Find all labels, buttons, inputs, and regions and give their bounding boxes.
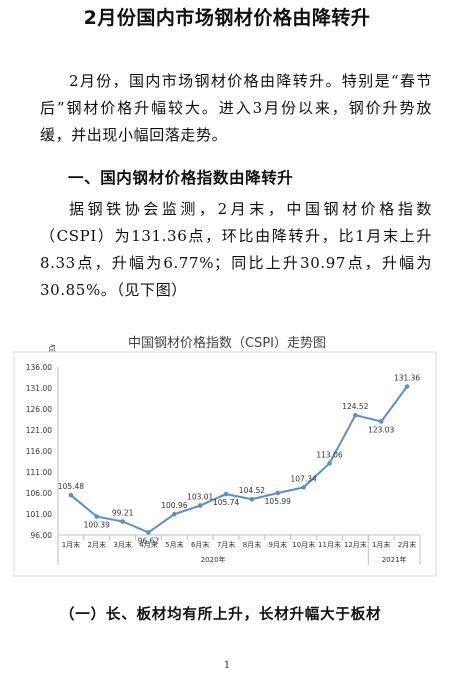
data-label: 123.03	[368, 425, 394, 434]
x-tick-label: 8月末	[243, 540, 261, 549]
y-tick-label: 106.00	[26, 489, 52, 498]
data-point	[172, 511, 177, 517]
cspi-line-chart: 96.00 101.00 106.00 111.00 116.00 121.00 126.0…	[13, 351, 437, 577]
data-point	[223, 491, 229, 497]
data-label: 100.39	[84, 521, 110, 530]
data-label: 131.36	[394, 373, 420, 382]
year-group-label: 2020年	[201, 555, 226, 564]
series-line	[70, 385, 408, 534]
index-paragraph: 据钢铁协会监测，2月末，中国钢材价格指数（CSPI）为131.36点，环比由降转…	[40, 200, 432, 299]
data-point	[275, 490, 281, 496]
y-tick-label: 121.00	[26, 426, 52, 435]
data-point	[120, 519, 125, 524]
data-label: 104.52	[239, 486, 265, 495]
x-tick-label: 11月末	[318, 540, 341, 549]
data-point	[68, 492, 74, 498]
x-tick-label: 9月末	[269, 540, 287, 549]
x-tick-label: 4月末	[139, 540, 157, 549]
document-title: 2月份国内市场钢材价格由降转升	[83, 7, 371, 29]
data-point	[94, 514, 100, 519]
data-point	[327, 461, 332, 466]
data-label: 100.96	[161, 501, 187, 510]
data-label: 105.99	[265, 497, 291, 506]
x-tick-label: 2月末	[88, 540, 106, 549]
year-group-label: 2021年	[382, 555, 407, 564]
data-point	[404, 384, 410, 389]
x-tick-label: 2月末	[398, 540, 416, 549]
data-label: 99.21	[112, 509, 134, 518]
data-point	[197, 503, 203, 508]
data-label: 124.52	[342, 402, 368, 411]
x-tick-label: 3月末	[113, 540, 131, 549]
y-tick-label: 116.00	[26, 447, 52, 456]
data-point	[378, 419, 384, 424]
data-point	[249, 496, 255, 502]
y-tick-label: 136.00	[26, 363, 52, 372]
data-label: 113.06	[316, 450, 342, 459]
y-tick-label: 131.00	[26, 384, 52, 393]
y-tick-label: 126.00	[26, 405, 52, 414]
x-tick-label: 5月末	[165, 540, 183, 549]
x-tick-label: 10月末	[292, 540, 315, 549]
data-label: 105.74	[213, 498, 239, 507]
data-point	[301, 485, 306, 490]
x-tick-label: 1月末	[372, 540, 390, 549]
chart-unit-label: 点	[48, 344, 56, 353]
data-label: 103.01	[187, 493, 213, 502]
data-label: 105.48	[58, 482, 84, 491]
y-tick-label: 111.00	[26, 468, 52, 477]
x-tick-label: 7月末	[217, 540, 235, 549]
y-tick-label: 96.00	[31, 531, 53, 540]
data-label: 107.34	[291, 474, 317, 483]
section-heading-2: （一）长、板材均有所上升，长材升幅大于板材	[60, 606, 382, 623]
page-number: 1	[223, 660, 231, 671]
data-label: 96.62	[138, 536, 160, 545]
intro-paragraph: 2月份，国内市场钢材价格由降转升。特别是“春节后”钢材价格升幅较大。进入3月份以…	[40, 72, 432, 144]
chart-border	[13, 351, 437, 577]
x-tick-label: 1月末	[62, 540, 80, 549]
x-tick-label: 12月末	[344, 540, 367, 549]
chart-title: 中国钢材价格指数（CSPI）走势图	[127, 336, 326, 351]
data-point	[146, 530, 151, 535]
section-heading-1: 一、国内钢材价格指数由降转升	[68, 169, 294, 187]
data-point	[353, 412, 358, 418]
x-tick-label: 6月末	[191, 540, 209, 549]
y-tick-label: 101.00	[26, 510, 52, 519]
